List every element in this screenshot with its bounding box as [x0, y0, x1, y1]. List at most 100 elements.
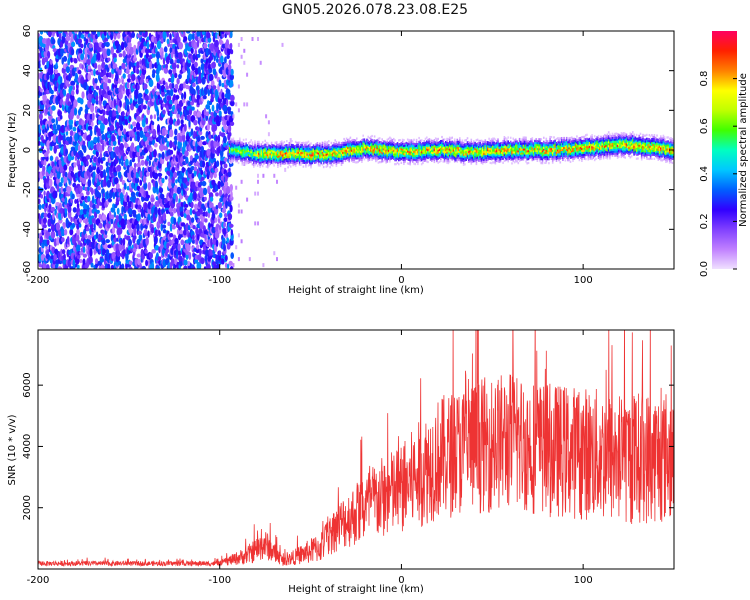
- spectrogram-noise-cell: [196, 244, 200, 250]
- spectrogram-track-cell: [275, 143, 278, 146]
- spectrogram-track-cell: [293, 155, 296, 158]
- spectrogram-track-cell: [336, 151, 339, 154]
- spectrogram-track-cell: [394, 163, 396, 166]
- spectrogram-noise-cell: [204, 232, 207, 241]
- spectrogram-track-cell: [241, 141, 244, 144]
- spectrogram-track-cell: [228, 146, 231, 150]
- spectrogram-track-cell: [410, 139, 413, 142]
- spectrogram-track-cell: [294, 146, 297, 149]
- spectrogram-noise-cell: [50, 255, 55, 260]
- spectrogram-track-cell: [394, 157, 396, 160]
- spectrogram-noise-cell: [79, 186, 83, 193]
- spectrogram-track-cell: [376, 149, 378, 152]
- spectrogram-track-cell: [274, 157, 277, 160]
- spectrogram-track-cell: [336, 143, 339, 146]
- spectrogram-noise-cell: [192, 266, 196, 269]
- spectrogram-track-cell: [241, 147, 244, 150]
- spectrogram-track-cell: [418, 144, 420, 147]
- spectrogram-track-cell: [375, 146, 377, 149]
- spectrogram-track-cell: [415, 158, 418, 161]
- spectrogram-track-cell: [352, 140, 354, 144]
- spectrogram-track-cell: [384, 154, 386, 157]
- spectrogram-track-cell: [317, 154, 320, 157]
- spectrogram-track-cell: [316, 142, 319, 145]
- spectrogram-noise-cell: [61, 249, 66, 255]
- spectrogram-track-cell: [246, 156, 249, 159]
- spectrogram-noise-cell: [87, 134, 92, 142]
- spectrogram-track-cell: [331, 152, 334, 155]
- spectrogram-noise-cell: [237, 209, 240, 214]
- spectrogram-track-cell: [437, 161, 439, 164]
- spectrogram-track-cell: [432, 144, 434, 147]
- spectrogram-track-cell: [310, 142, 312, 145]
- spectrogram-noise-cell: [198, 130, 203, 136]
- spectrogram-track-cell: [272, 148, 274, 151]
- spectrogram-track-cell: [364, 140, 367, 143]
- spectrogram-noise-cell: [194, 35, 199, 42]
- spectrogram-noise-cell: [69, 135, 73, 143]
- spectrogram-noise-cell: [214, 39, 219, 48]
- spectrogram-track-cell: [236, 152, 238, 155]
- spectrogram-track-cell: [312, 146, 315, 149]
- spectrogram-noise-cell: [93, 52, 97, 59]
- spectrogram-noise-cell: [192, 82, 196, 87]
- spectrogram-track-cell: [436, 158, 438, 161]
- spectrogram-track-cell: [342, 153, 344, 156]
- spectrogram-track-cell: [409, 151, 411, 154]
- spectrogram-track-cell: [423, 140, 425, 143]
- spectrogram-track-cell: [232, 137, 235, 140]
- spectrogram-track-cell: [380, 161, 382, 164]
- spectrogram-noise-cell: [42, 43, 46, 48]
- spectrogram-noise-cell: [144, 232, 148, 237]
- spectrogram-track-cell: [396, 146, 399, 149]
- spectrogram-track-cell: [326, 143, 329, 146]
- spectrogram-noise-cell: [91, 112, 95, 121]
- spectrogram-track-cell: [301, 153, 303, 157]
- spectrogram-track-cell: [284, 148, 287, 151]
- spectrogram-noise-cell: [215, 239, 219, 247]
- spectrogram-noise-cell: [165, 63, 169, 69]
- spectrogram-track-cell: [316, 147, 319, 151]
- spectrogram-track-cell: [249, 140, 251, 144]
- spectrogram-track-cell: [279, 149, 282, 152]
- spectrogram-noise-cell: [162, 80, 166, 85]
- spectrogram-noise-cell: [116, 33, 121, 39]
- spectrogram-track-cell: [254, 156, 256, 159]
- spectrogram-track-cell: [395, 163, 397, 166]
- spectrogram-track-cell: [348, 140, 350, 143]
- spectrogram-track-cell: [390, 149, 392, 152]
- spectrogram-track-cell: [326, 141, 329, 144]
- spectrogram-track-cell: [321, 143, 324, 146]
- spectrogram-track-cell: [357, 155, 359, 158]
- spectrogram-track-cell: [286, 148, 288, 151]
- spectrogram-track-cell: [380, 147, 382, 150]
- spectrogram-track-cell: [438, 150, 441, 153]
- spectrogram-track-cell: [329, 150, 331, 153]
- spectrogram-track-cell: [363, 152, 366, 155]
- spectrogram-track-cell: [233, 150, 236, 153]
- spectrogram-noise-cell: [227, 109, 232, 115]
- spectrogram-track-cell: [381, 138, 383, 141]
- spectrogram-track-cell: [251, 163, 254, 166]
- spectrogram-track-cell: [314, 155, 316, 158]
- spectrogram-track-cell: [342, 143, 344, 146]
- spectrogram-track-cell: [314, 159, 316, 162]
- spectrogram-track-cell: [254, 148, 256, 151]
- spectrogram-track-cell: [420, 151, 423, 154]
- spectrogram-track-cell: [356, 141, 358, 144]
- spectrogram-noise-cell: [230, 229, 233, 236]
- spectrogram-track-cell: [310, 164, 312, 167]
- spectrogram-track-cell: [239, 145, 241, 148]
- spectrogram-track-cell: [387, 157, 390, 160]
- spectrogram-noise-cell: [212, 31, 217, 33]
- spectrogram-track-cell: [432, 142, 434, 145]
- spectrogram-track-cell: [381, 148, 383, 151]
- spectrogram-track-cell: [275, 149, 278, 152]
- spectrogram-noise-cell: [116, 164, 122, 172]
- spectrogram-noise-cell: [228, 223, 234, 228]
- spectrogram-track-cell: [380, 149, 382, 152]
- spectrogram-track-cell: [303, 161, 306, 164]
- spectrogram-noise-cell: [55, 190, 58, 198]
- spectrogram-noise-cell: [183, 259, 188, 266]
- spectrogram-noise-cell: [81, 91, 85, 99]
